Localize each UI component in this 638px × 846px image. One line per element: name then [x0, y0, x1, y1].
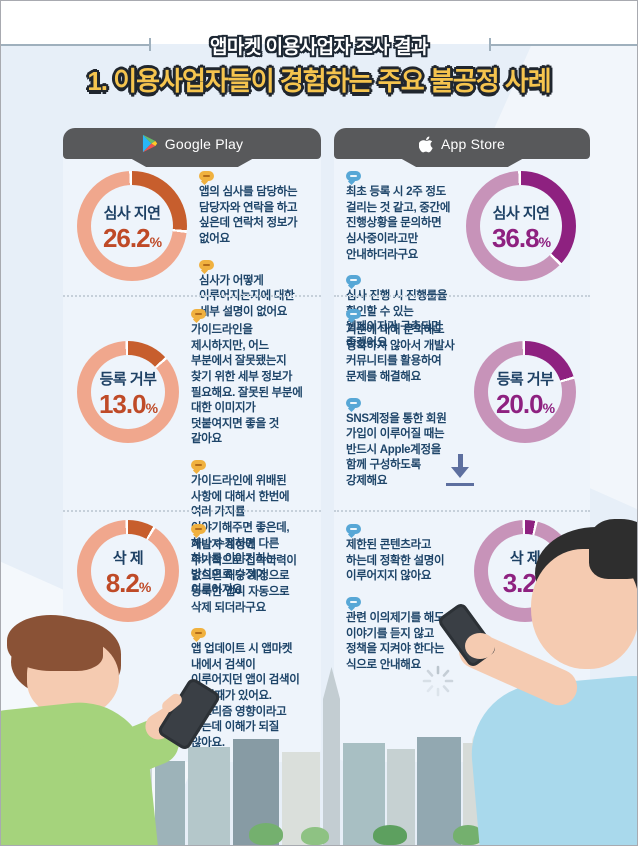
person-right	[436, 519, 637, 845]
header-rule-tick	[489, 38, 491, 51]
speech-bubble-icon	[191, 309, 206, 319]
donut-chart-registration-rejection: 등록 거부 13.0%	[77, 341, 179, 443]
header-rule-tick	[149, 38, 151, 51]
quote-item: 기준에 대해 문의해도 명확하지 않아서 개발사 커뮤니티를 활용하여 문제를 …	[346, 309, 464, 386]
speech-bubble-icon	[199, 171, 214, 181]
google-play-header: Google Play	[63, 128, 321, 159]
loading-spinner-icon	[422, 665, 454, 697]
speech-bubble-icon	[191, 460, 206, 470]
quote-list: 기준에 대해 문의해도 명확하지 않아서 개발사 커뮤니티를 활용하여 문제를 …	[346, 297, 464, 502]
donut-value: 26.2%	[102, 222, 162, 253]
hand	[465, 633, 495, 659]
header-rule-right	[490, 44, 637, 46]
speech-bubble-icon	[346, 309, 361, 319]
section-registration-rejection: 등록 거부 13.0% 가이드라인을 제시하지만, 어느 부분에서 잘못됐는지 …	[63, 295, 321, 596]
speech-bubble-icon	[346, 524, 361, 534]
store-name: App Store	[440, 135, 506, 152]
hair	[589, 519, 637, 579]
quote-list: 앱의 심사를 담당하는 담당자와 연락을 하고 싶은데 연락처 정보가 없어요 …	[199, 159, 309, 332]
section-review-delay: 심사 지연 26.2% 앱의 심사를 담당하는 담당자와 연락을 하고 싶은데 …	[63, 159, 321, 318]
speech-bubble-icon	[191, 524, 206, 534]
speech-bubble-icon	[199, 259, 214, 270]
quote-item: 가이드라인을 제시하지만, 어느 부분에서 잘못됐는지 찾기 위한 세부 정보가…	[191, 309, 309, 448]
donut-chart-review-delay: 심사 지연 26.2%	[77, 171, 187, 281]
store-name: Google Play	[164, 135, 244, 152]
donut-chart-registration-rejection: 등록 거부 20.0%	[474, 341, 576, 443]
section-registration-rejection: 등록 거부 20.0% 기준에 대해 문의해도 명확하지 않아서 개발사 커뮤니…	[334, 295, 590, 510]
quote-item: 제한된 콘텐츠라고 하는데 정확한 설명이 이루어지지 않아요	[346, 524, 464, 585]
quote-list: 제한된 콘텐츠라고 하는데 정확한 설명이 이루어지지 않아요 관련 이의제기를…	[346, 512, 464, 685]
section-deletion: 삭 제 8.2% 개발자 계정에 주기적으로 접속이력이 없으면 해당 계정으로…	[63, 510, 321, 755]
page-title: 1. 이용사업자들이 경험하는 주요 불공정 사례	[87, 66, 551, 96]
quote-item: 최초 등록 시 2주 정도 걸리는 것 같고, 중간에 진행상황을 문의하면 심…	[346, 171, 456, 263]
quote-item: 가이드라인에 위배된 사항에 대해서 한번에 여러 가지를 이야기해주면 좋은데…	[191, 460, 309, 599]
donut-chart-review-delay: 심사 지연 36.8%	[466, 171, 576, 281]
hair	[7, 615, 103, 671]
app-store-card: App Store 심사 지연 36.8% 최초 등록 시 2주 정도 걸리는 …	[334, 128, 590, 762]
quote-item: 앱 업데이트 시 앱마켓 내에서 검색이 이루어지던 앱이 검색이 안 될때가 …	[191, 628, 309, 751]
quote-item: SNS계정을 통한 회원 가입이 이루어질 때는 반드시 Apple계정을 함께…	[346, 397, 464, 490]
donut-chart-deletion: 삭 제 8.2%	[77, 520, 179, 622]
download-arrow-icon	[446, 454, 474, 486]
speech-bubble-icon	[346, 596, 361, 607]
apple-icon	[418, 136, 433, 152]
donut-label: 심사 지연	[103, 204, 161, 222]
quote-item: 관련 이의제기를 해도 이야기를 듣지 않고 정책을 지켜야 한다는 식으로 안…	[346, 596, 464, 674]
person-left	[1, 615, 233, 845]
header-rule-left	[1, 44, 149, 46]
speech-bubble-icon	[346, 397, 361, 408]
section-review-delay: 심사 지연 36.8% 최초 등록 시 2주 정도 걸리는 것 같고, 중간에 …	[334, 159, 590, 349]
speech-bubble-icon	[346, 275, 361, 286]
quote-item: 앱의 심사를 담당하는 담당자와 연락을 하고 싶은데 연락처 정보가 없어요	[199, 171, 309, 248]
quote-list: 개발자 계정에 주기적으로 접속이력이 없으면 해당 계정으로 등록한 앱이 자…	[191, 512, 309, 764]
speech-bubble-icon	[346, 171, 361, 181]
quote-item: 심사가 어떻게 이루어지는지에 대한 세부 설명이 없어요	[199, 259, 309, 321]
speech-bubble-icon	[191, 628, 206, 639]
google-play-icon	[142, 134, 157, 153]
app-store-header: App Store	[334, 128, 590, 159]
quote-list: 가이드라인을 제시하지만, 어느 부분에서 잘못됐는지 찾기 위한 세부 정보가…	[191, 297, 309, 611]
quote-item: 개발자 계정에 주기적으로 접속이력이 없으면 해당 계정으로 등록한 앱이 자…	[191, 524, 309, 616]
survey-badge-title: 앱마켓 이용사업자 조사 결과	[209, 37, 429, 58]
